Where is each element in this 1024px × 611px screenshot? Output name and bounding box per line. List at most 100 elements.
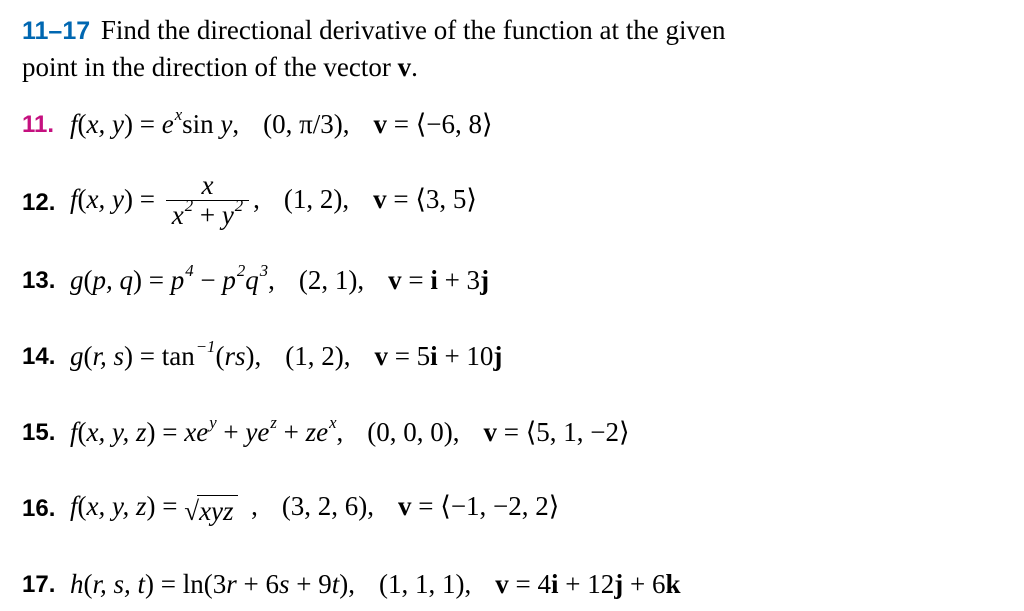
unit-i: i: [551, 569, 559, 599]
fn-args: x, y: [87, 184, 124, 214]
minus: −: [194, 265, 223, 295]
header-text-b: point in the direction of the vector: [22, 52, 398, 82]
comma: ,: [367, 491, 374, 521]
comma: ,: [453, 417, 460, 447]
point: (1, 2): [284, 184, 342, 214]
paren: (: [84, 569, 93, 599]
fn-name: g: [70, 341, 84, 371]
equals: =: [387, 184, 416, 214]
fraction: x x2 + y2: [166, 171, 249, 229]
arg: ): [339, 569, 348, 599]
header-period: .: [411, 52, 418, 82]
coef: 5: [417, 341, 431, 371]
term: ye: [245, 417, 269, 447]
vector: ⟨−6, 8⟩: [416, 109, 493, 139]
numerator: x: [201, 170, 213, 200]
sup: 2: [236, 261, 245, 280]
arg: + 6: [237, 569, 279, 599]
term: p: [222, 265, 236, 295]
problem-number: 12.: [22, 185, 70, 219]
comma: ,: [357, 265, 364, 295]
problem-expression: h(r, s, t) = ln(3r + 6s + 9t),(1, 1, 1),…: [70, 566, 681, 602]
section-header: 11–17 Find the directional derivative of…: [22, 12, 1002, 85]
ln: ln: [183, 569, 204, 599]
v: v: [484, 417, 498, 447]
comma: ,: [253, 184, 260, 214]
vector: ⟨3, 5⟩: [415, 184, 477, 214]
equals: =: [156, 417, 185, 447]
point: (0, π/3): [263, 109, 343, 139]
den-a: x: [172, 200, 184, 230]
fn-args: r, s: [93, 341, 125, 371]
plus: + 3: [438, 265, 480, 295]
point: (1, 1, 1): [379, 569, 464, 599]
vector: ⟨−1, −2, 2⟩: [440, 491, 559, 521]
sup: y: [208, 413, 216, 432]
sqrt: √ xyz: [184, 491, 237, 527]
term: ze: [306, 417, 329, 447]
sin: sin: [182, 109, 214, 139]
v: v: [495, 569, 509, 599]
sup: z: [269, 413, 277, 432]
problem-expression: f(x, y) = exsin y,(0, π/3),v = ⟨−6, 8⟩: [70, 106, 493, 142]
v: v: [374, 109, 388, 139]
problem-expression: f(x, y) = x x2 + y2 ,(1, 2),v = ⟨3, 5⟩: [70, 173, 477, 231]
equals: =: [388, 341, 417, 371]
fn-args: p, q: [93, 265, 134, 295]
fn-name: f: [70, 491, 78, 521]
paren: ): [124, 341, 133, 371]
problem-17: 17. h(r, s, t) = ln(3r + 6s + 9t),(1, 1,…: [22, 557, 1002, 611]
unit-j: j: [614, 569, 623, 599]
tan: tan: [162, 341, 195, 371]
problem-12: 12. f(x, y) = x x2 + y2 ,(1, 2),v = ⟨3, …: [22, 173, 1002, 231]
sup: x: [174, 105, 182, 124]
equals: =: [142, 265, 171, 295]
fn-name: f: [70, 109, 78, 139]
comma: ,: [342, 184, 349, 214]
plus: + 12: [559, 569, 615, 599]
plus: +: [217, 417, 246, 447]
paren: (: [84, 265, 93, 295]
problem-list: 11. f(x, y) = exsin y,(0, π/3),v = ⟨−6, …: [22, 97, 1002, 611]
comma: ,: [465, 569, 472, 599]
arg: y: [214, 109, 233, 139]
equals: =: [133, 109, 162, 139]
problem-range: 11–17: [22, 17, 94, 45]
paren: ): [147, 491, 156, 521]
equals: =: [412, 491, 441, 521]
fn-name: f: [70, 417, 78, 447]
problem-number: 15.: [22, 415, 70, 449]
arg: + 9: [290, 569, 332, 599]
problem-14: 14. g(r, s) = tan−1(rs),(1, 2),v = 5i + …: [22, 329, 1002, 383]
equals: =: [156, 491, 185, 521]
plus: +: [193, 200, 222, 230]
problem-number: 13.: [22, 263, 70, 297]
v: v: [398, 491, 412, 521]
paren: ): [147, 417, 156, 447]
problem-expression: f(x, y, z) = √ xyz ,(3, 2, 6),v = ⟨−1, −…: [70, 488, 559, 527]
problem-expression: g(r, s) = tan−1(rs),(1, 2),v = 5i + 10j: [70, 338, 502, 374]
paren: ): [124, 109, 133, 139]
problem-16: 16. f(x, y, z) = √ xyz ,(3, 2, 6),v = ⟨−…: [22, 481, 1002, 535]
paren: (: [78, 109, 87, 139]
rhs: e: [162, 109, 174, 139]
point: (0, 0, 0): [367, 417, 452, 447]
paren: ): [124, 184, 133, 214]
sup: −1: [195, 337, 216, 356]
header-text-a: Find the directional derivative of the f…: [94, 15, 725, 45]
vector: ⟨5, 1, −2⟩: [526, 417, 630, 447]
point: (3, 2, 6): [282, 491, 367, 521]
problem-number: 16.: [22, 491, 70, 525]
point: (2, 1): [299, 265, 357, 295]
sup: x: [328, 413, 336, 432]
radicand: xyz: [199, 496, 233, 526]
problem-expression: f(x, y, z) = xey + yez + zex,(0, 0, 0),v…: [70, 414, 630, 450]
arg: rs: [224, 341, 245, 371]
paren: (: [84, 341, 93, 371]
header-line-2: point in the direction of the vector v.: [22, 49, 1002, 85]
plus: + 6: [623, 569, 665, 599]
equals: =: [154, 569, 183, 599]
comma: ,: [232, 109, 239, 139]
comma: ,: [268, 265, 275, 295]
paren: (: [78, 184, 87, 214]
